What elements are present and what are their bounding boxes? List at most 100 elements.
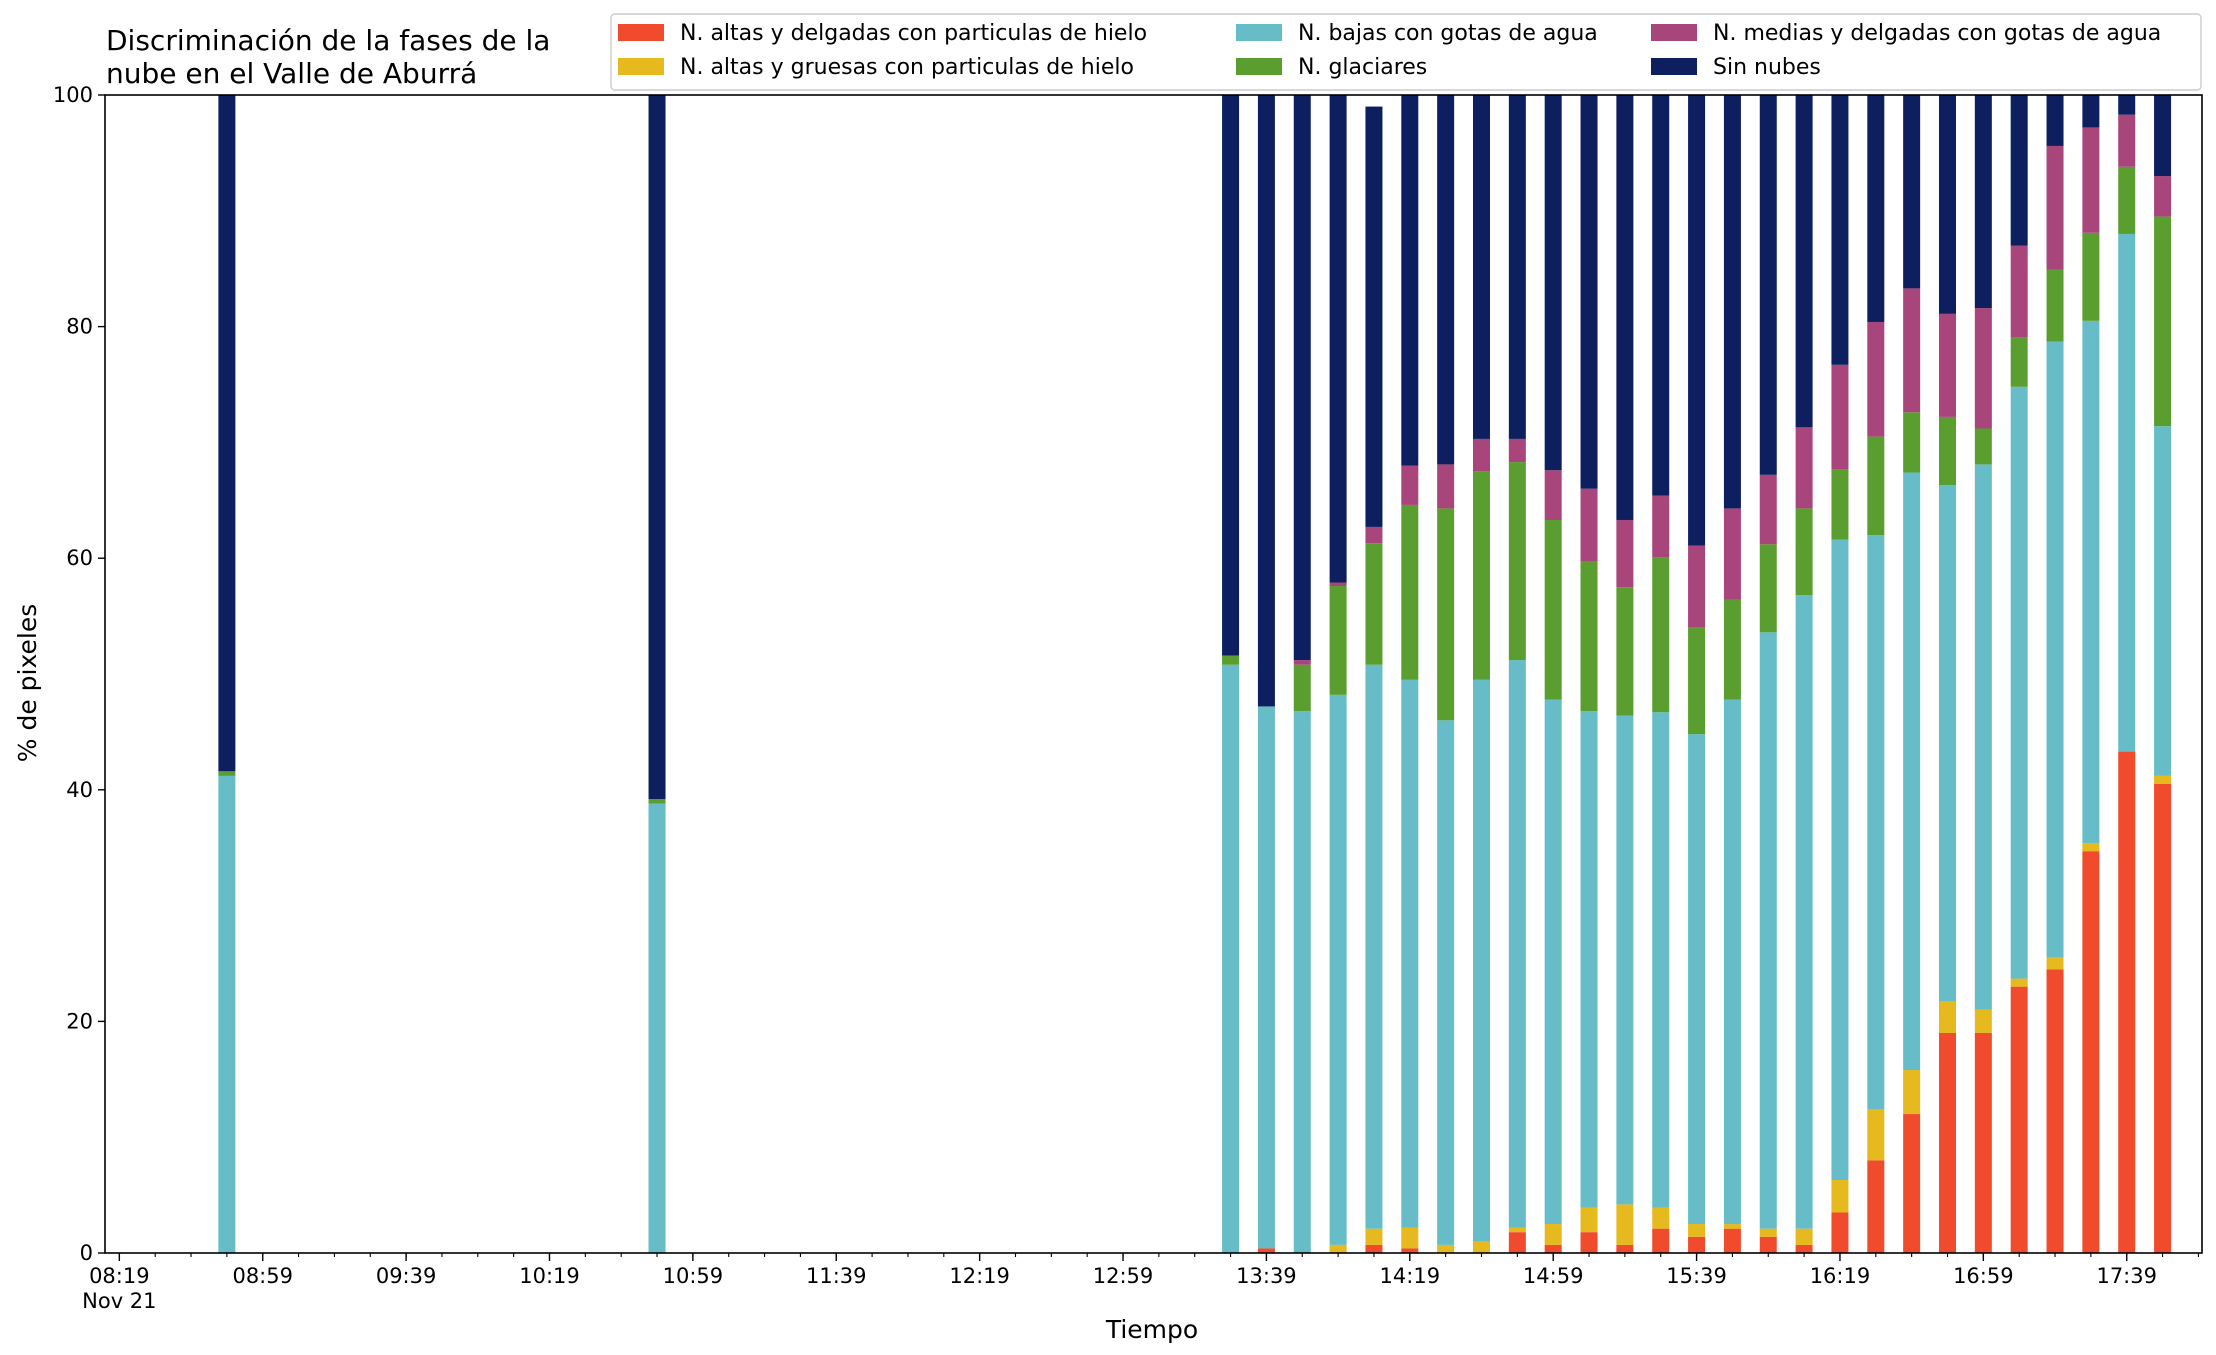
bar-segment-15:59-s2 <box>1759 632 1777 1229</box>
y-axis-label: % de pixeles <box>13 604 42 762</box>
legend-swatch-3 <box>1236 58 1282 75</box>
bar-segment-15:39-s3 <box>1688 627 1706 735</box>
bars-layer <box>218 95 2172 1253</box>
bar-segment-14:19-s0 <box>1401 1248 1419 1253</box>
bar-segment-16:49-s3 <box>1938 416 1956 486</box>
bar-segment-15:39-s5 <box>1688 95 1706 546</box>
bar-segment-16:29-s0 <box>1867 1160 1885 1253</box>
bar-segment-14:39-s4 <box>1472 438 1490 472</box>
bar-segment-13:39-s2 <box>1257 706 1275 1249</box>
bar-segment-14:39-s3 <box>1472 471 1490 680</box>
x-tick-label-09:39: 09:39 <box>376 1264 437 1288</box>
bar-segment-17:19-s1 <box>2046 957 2064 970</box>
bar-segment-15:39-s1 <box>1688 1224 1706 1237</box>
bar-segment-17:19-s2 <box>2046 341 2064 958</box>
bar-segment-15:19-s0 <box>1616 1244 1634 1253</box>
bar-segment-15:09-s4 <box>1580 488 1598 562</box>
x-tick-label-15:39: 15:39 <box>1666 1264 1727 1288</box>
bar-segment-15:59-s4 <box>1759 474 1777 545</box>
bar-segment-16:39-s0 <box>1903 1114 1921 1253</box>
bar-segment-17:49-s5 <box>2154 95 2172 177</box>
y-tick-label-60: 60 <box>66 546 93 570</box>
bar-segment-14:49-s5 <box>1508 95 1526 439</box>
bar-segment-15:39-s4 <box>1688 545 1706 628</box>
bar-segment-14:59-s2 <box>1544 699 1562 1225</box>
bar-segment-16:59-s1 <box>1974 1009 1992 1033</box>
bar-segment-16:39-s2 <box>1903 472 1921 1071</box>
bar-segment-08:49-s3 <box>218 771 236 776</box>
bar-segment-10:49-s5 <box>648 95 666 800</box>
bar-segment-15:49-s1 <box>1723 1224 1741 1229</box>
bar-segment-17:49-s0 <box>2154 784 2172 1253</box>
bar-segment-15:59-s0 <box>1759 1236 1777 1253</box>
bar-segment-08:49-s5 <box>218 95 236 772</box>
bar-segment-14:29-s3 <box>1437 508 1455 721</box>
bar-segment-16:59-s0 <box>1974 1032 1992 1253</box>
bar-segment-17:29-s2 <box>2082 320 2100 844</box>
bar-segment-13:59-s2 <box>1329 694 1347 1245</box>
bar-segment-14:59-s1 <box>1544 1224 1562 1245</box>
bar-segment-14:19-s5 <box>1401 95 1419 466</box>
x-tick-label-14:59: 14:59 <box>1523 1264 1584 1288</box>
y-tick-label-80: 80 <box>66 315 93 339</box>
bar-segment-17:39-s0 <box>2118 751 2136 1253</box>
chart-title-line-2: nube en el Valle de Aburrá <box>106 57 477 90</box>
bar-segment-15:19-s2 <box>1616 715 1634 1205</box>
bar-segment-16:09-s5 <box>1795 95 1813 428</box>
x-axis-label: Tiempo <box>1105 1315 1198 1344</box>
bar-segment-13:29-s3 <box>1222 655 1240 665</box>
bar-segment-17:09-s0 <box>2010 986 2028 1253</box>
bar-segment-16:39-s5 <box>1903 95 1921 289</box>
legend-label-0: N. altas y delgadas con particulas de hi… <box>680 21 1147 46</box>
bar-segment-16:49-s4 <box>1938 313 1956 417</box>
bar-segment-15:09-s0 <box>1580 1232 1598 1253</box>
bar-segment-15:49-s0 <box>1723 1228 1741 1253</box>
bar-segment-14:59-s5 <box>1544 95 1562 471</box>
bar-segment-14:49-s0 <box>1508 1232 1526 1253</box>
bar-segment-15:29-s3 <box>1652 557 1670 713</box>
bar-segment-17:19-s5 <box>2046 95 2064 146</box>
bar-segment-10:49-s3 <box>648 799 666 804</box>
bar-segment-17:19-s3 <box>2046 269 2064 342</box>
bar-segment-13:29-s2 <box>1222 664 1240 1253</box>
x-tick-label-12:59: 12:59 <box>1093 1264 1154 1288</box>
bar-segment-17:49-s3 <box>2154 216 2172 427</box>
x-tick-label-11:39: 11:39 <box>806 1264 867 1288</box>
bar-segment-16:59-s2 <box>1974 464 1992 1010</box>
bar-segment-14:59-s0 <box>1544 1244 1562 1253</box>
legend-swatch-4 <box>1651 24 1697 41</box>
x-tick-label-13:39: 13:39 <box>1236 1264 1297 1288</box>
bar-segment-17:39-s2 <box>2118 233 2136 752</box>
bar-segment-13:49-s3 <box>1293 664 1311 712</box>
legend-swatch-0 <box>618 24 664 41</box>
bar-segment-16:09-s3 <box>1795 508 1813 596</box>
bar-segment-15:29-s5 <box>1652 95 1670 496</box>
y-tick-label-100: 100 <box>53 83 93 107</box>
bar-segment-16:49-s0 <box>1938 1032 1956 1253</box>
bar-segment-17:29-s3 <box>2082 232 2100 321</box>
legend-label-3: N. glaciares <box>1298 55 1427 80</box>
legend-label-2: N. bajas con gotas de agua <box>1298 21 1598 46</box>
bar-segment-17:09-s1 <box>2010 978 2028 987</box>
bar-segment-14:49-s3 <box>1508 462 1526 661</box>
bar-segment-15:09-s3 <box>1580 561 1598 712</box>
bar-segment-17:29-s1 <box>2082 843 2100 852</box>
bar-segment-14:09-s0 <box>1365 1244 1383 1253</box>
bar-segment-10:49-s2 <box>648 803 666 1253</box>
x-tick-label-08:59: 08:59 <box>232 1264 293 1288</box>
legend-swatch-1 <box>618 58 664 75</box>
bar-segment-17:29-s5 <box>2082 95 2100 128</box>
bar-segment-15:09-s5 <box>1580 95 1598 489</box>
bar-segment-17:09-s5 <box>2010 95 2028 246</box>
bar-segment-17:19-s0 <box>2046 969 2064 1253</box>
bar-segment-15:49-s3 <box>1723 599 1741 700</box>
x-tick-label-10:19: 10:19 <box>519 1264 580 1288</box>
bar-segment-16:19-s0 <box>1831 1212 1849 1253</box>
bar-segment-15:59-s3 <box>1759 544 1777 633</box>
bar-segment-15:49-s2 <box>1723 699 1741 1225</box>
bar-segment-16:59-s4 <box>1974 308 1992 429</box>
y-tick-label-40: 40 <box>66 778 93 802</box>
legend-box <box>610 13 2202 91</box>
bar-segment-14:59-s4 <box>1544 470 1562 520</box>
